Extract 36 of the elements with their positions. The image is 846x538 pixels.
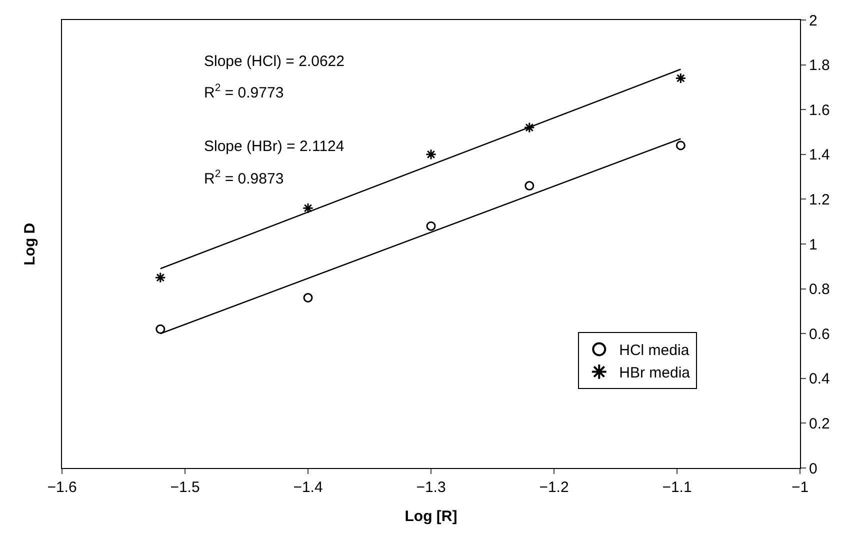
point: [524, 181, 534, 191]
point: [425, 148, 437, 160]
point: [524, 122, 535, 134]
point: [154, 272, 166, 284]
point: [303, 293, 313, 303]
x-tick-label: −1.6: [47, 479, 77, 496]
legend-label: HCl media: [619, 342, 690, 360]
legend-label: HBr media: [619, 364, 691, 382]
y-tick-label: 0: [809, 460, 818, 478]
point: [156, 324, 166, 334]
y-tick-label: 1.2: [809, 191, 830, 208]
annotation: R$^{2}$ = 0.9873: [204, 168, 284, 188]
y-tick-label: 0.8: [809, 281, 830, 298]
point: [426, 221, 436, 231]
y-tick-label: 1.8: [809, 57, 830, 74]
y-tick-label: 2: [809, 12, 818, 30]
x-axis-title: Log [R]: [404, 508, 458, 525]
y-axis-title: Log D: [21, 222, 38, 266]
x-tick-label: −1: [791, 479, 809, 496]
y-tick-label: 1.6: [809, 102, 830, 119]
y-tick-label: 0.6: [809, 326, 830, 343]
y-tick-label: 0.2: [809, 415, 830, 432]
y-tick-label: 0.4: [809, 370, 830, 388]
y-tick-label: 1.4: [809, 146, 830, 164]
x-tick-label: −1.4: [293, 479, 323, 496]
x-tick-label: −1.5: [170, 479, 200, 496]
x-tick-label: −1.1: [662, 479, 692, 496]
y-tick-label: 1: [809, 236, 818, 254]
annotation: Slope (HCl) = 2.0622: [204, 53, 344, 70]
annotation: Slope (HBr) = 2.1124: [204, 138, 344, 155]
point: [675, 72, 686, 84]
x-tick-label: −1.3: [416, 479, 446, 496]
point: [676, 140, 686, 150]
point: [302, 202, 314, 214]
x-tick-label: −1.2: [539, 479, 569, 496]
annotation: R$^{2}$ = 0.9773: [204, 82, 284, 102]
